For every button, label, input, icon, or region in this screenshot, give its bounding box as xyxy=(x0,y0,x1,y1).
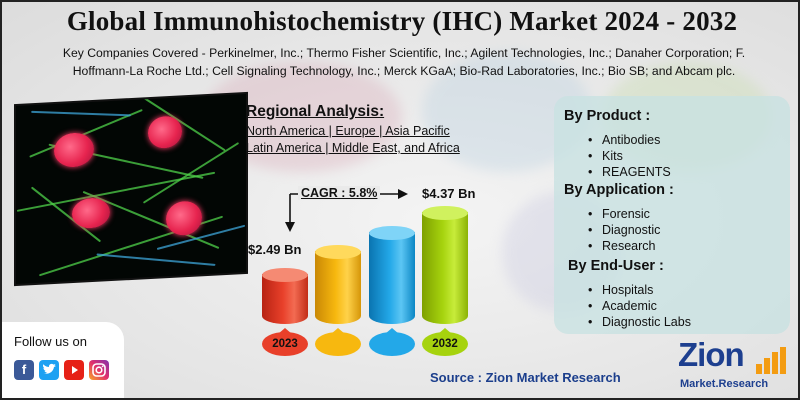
list-item: Diagnostic xyxy=(588,222,660,238)
end-value-label: $4.37 Bn xyxy=(422,186,476,201)
list-item: Diagnostic Labs xyxy=(588,314,691,330)
zion-logo: Zion Market.Research xyxy=(674,336,792,396)
list-item: Kits xyxy=(588,148,671,164)
year-badge xyxy=(369,332,415,356)
regional-heading: Regional Analysis: xyxy=(246,103,385,120)
badge-pointer xyxy=(331,328,345,334)
cell-micrograph-image xyxy=(16,93,246,285)
badge-pointer xyxy=(278,328,292,334)
logo-sub-text: Market.Research xyxy=(680,378,769,390)
page-title: Global Immunohistochemistry (IHC) Market… xyxy=(66,6,738,36)
enduser-list: Hospitals Academic Diagnostic Labs xyxy=(588,282,691,330)
logo-main-text: Zion xyxy=(678,336,745,373)
growth-bar xyxy=(369,226,415,324)
list-item: REAGENTS xyxy=(588,164,671,180)
list-item: Research xyxy=(588,238,660,254)
application-list: Forensic Diagnostic Research xyxy=(588,206,660,254)
companies-line: Hoffmann-La Roche Ltd.; Cell Signaling T… xyxy=(72,64,736,78)
segmentation-panel: By Product : Antibodies Kits REAGENTS By… xyxy=(554,96,790,334)
logo-bars-icon xyxy=(756,347,786,374)
start-value-label: $2.49 Bn xyxy=(248,242,302,257)
follow-us-box: Follow us on f xyxy=(2,322,124,398)
companies-text: Key Companies Covered - Perkinelmer, Inc… xyxy=(24,44,784,80)
regional-line: North America | Europe | Asia Pacific xyxy=(246,124,450,138)
youtube-icon[interactable] xyxy=(64,360,84,380)
year-badge: 2032 xyxy=(422,332,468,356)
regional-line: Latin America | Middle East, and Africa xyxy=(246,141,460,155)
year-badge xyxy=(315,332,361,356)
cagr-label: CAGR : 5.8% xyxy=(298,186,381,200)
source-text: Source : Zion Market Research xyxy=(430,370,621,385)
badge-pointer xyxy=(385,328,399,334)
growth-bar xyxy=(422,206,468,324)
product-heading: By Product : xyxy=(564,108,651,124)
instagram-icon[interactable] xyxy=(89,360,109,380)
product-list: Antibodies Kits REAGENTS xyxy=(588,132,671,180)
facebook-icon[interactable]: f xyxy=(14,360,34,380)
growth-bar xyxy=(315,245,361,324)
twitter-icon[interactable] xyxy=(39,360,59,380)
enduser-heading: By End-User : xyxy=(568,258,664,274)
application-heading: By Application : xyxy=(564,182,674,198)
list-item: Forensic xyxy=(588,206,660,222)
list-item: Antibodies xyxy=(588,132,671,148)
follow-label: Follow us on xyxy=(14,334,87,349)
year-badge: 2023 xyxy=(262,332,308,356)
list-item: Academic xyxy=(588,298,691,314)
companies-line: Key Companies Covered - Perkinelmer, Inc… xyxy=(62,46,746,60)
badge-pointer xyxy=(438,328,452,334)
list-item: Hospitals xyxy=(588,282,691,298)
growth-bar xyxy=(262,268,308,324)
